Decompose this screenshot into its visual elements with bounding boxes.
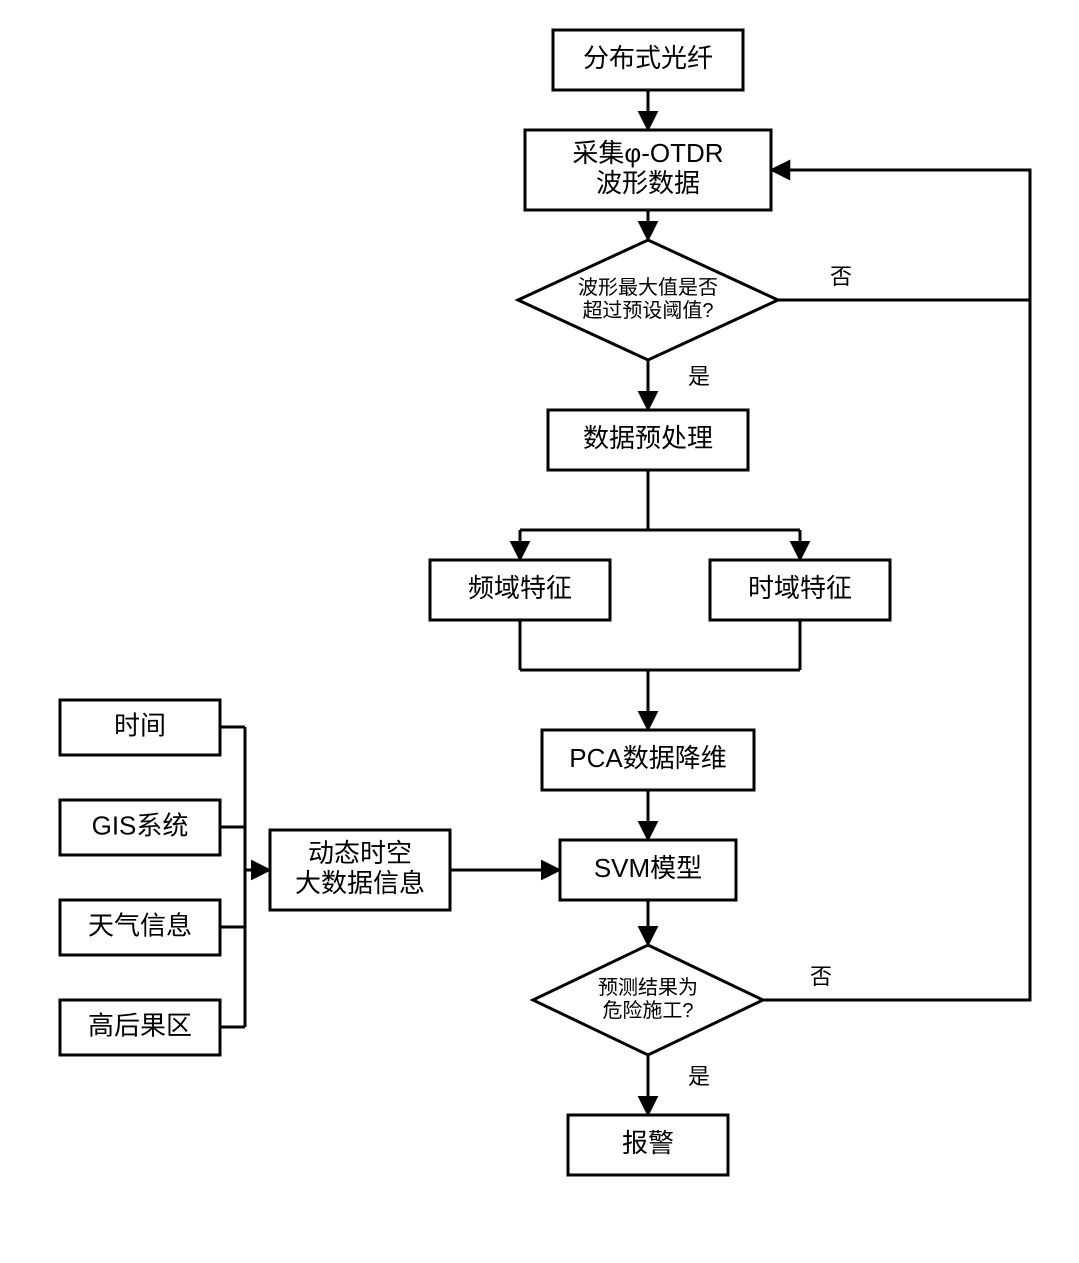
node-text: 天气信息 (88, 910, 192, 940)
edge-label: 是 (688, 1064, 710, 1089)
node-text: 波形最大值是否 (578, 276, 718, 299)
edge (771, 170, 1030, 300)
node-text: 频域特征 (468, 573, 572, 603)
node-text: 动态时空 (308, 838, 412, 868)
node-text: 高后果区 (88, 1010, 192, 1040)
edge-label: 是 (688, 364, 710, 389)
edge-label: 否 (810, 964, 832, 989)
node-text: 时间 (114, 710, 166, 740)
edge-label: 否 (830, 264, 852, 289)
node-text: GIS系统 (92, 810, 189, 840)
node-text: 报警 (622, 1128, 674, 1158)
node-text: 采集φ-OTDR (572, 138, 723, 168)
node-text: 大数据信息 (295, 868, 425, 898)
node-text: 波形数据 (596, 168, 700, 198)
flowchart-canvas: 是否是否分布式光纤采集φ-OTDR波形数据波形最大值是否超过预设阈值?数据预处理… (0, 0, 1079, 1263)
node-text: 分布式光纤 (583, 43, 713, 73)
node-text: 数据预处理 (583, 423, 713, 453)
node-text: 危险施工? (602, 999, 693, 1022)
node-text: 时域特征 (748, 573, 852, 603)
node-text: 超过预设阈值? (582, 299, 713, 322)
node-text: 预测结果为 (598, 976, 698, 999)
node-text: PCA数据降维 (569, 743, 726, 773)
node-text: SVM模型 (594, 853, 702, 883)
